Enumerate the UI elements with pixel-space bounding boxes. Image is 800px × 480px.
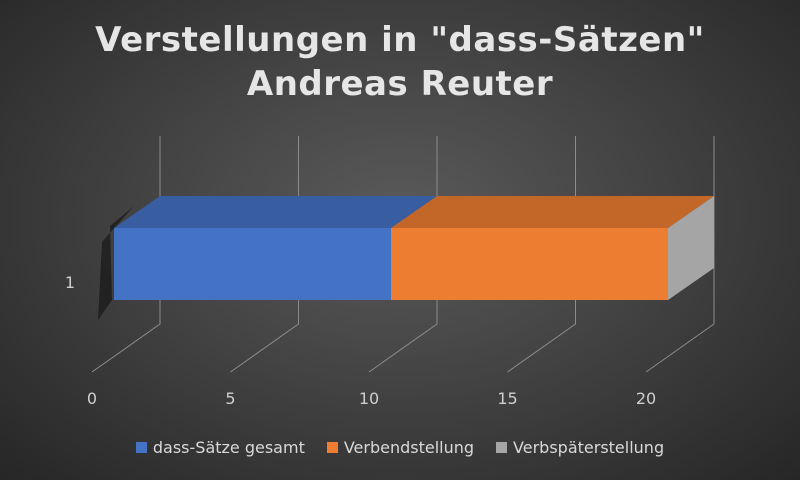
x-tick-label: 15 (497, 389, 517, 408)
legend-item: Verbspäterstellung (496, 438, 664, 457)
bar-dass-s-tze-gesamt (114, 196, 437, 300)
y-axis-ticks: 1 (65, 273, 75, 292)
x-tick-label: 0 (87, 389, 97, 408)
legend-label: Verbspäterstellung (513, 438, 665, 457)
legend-swatch (496, 442, 508, 453)
legend: dass-Sätze gesamt Verbendstellung Verbspät… (0, 438, 800, 457)
legend-item: dass-Sätze gesamt (135, 438, 305, 457)
legend-swatch (326, 442, 338, 453)
bar-front (391, 228, 668, 300)
bar-shadow (98, 206, 134, 320)
chart-plot: 0 5 10 15 20 1 (65, 136, 715, 408)
category-label: 1 (65, 273, 75, 292)
bar-top (114, 196, 437, 228)
bar-verbendstellung (391, 196, 714, 300)
x-tick-label: 20 (636, 389, 656, 408)
legend-swatch (135, 442, 147, 453)
legend-item: Verbendstellung (326, 438, 475, 457)
bar-front (114, 228, 391, 300)
bar-end-cap (668, 196, 714, 300)
bar-series (98, 196, 714, 320)
x-tick-label: 10 (359, 389, 379, 408)
x-tick-label: 5 (225, 389, 235, 408)
legend-label: dass-Sätze gesamt (152, 438, 305, 457)
chart-title-line1: Verstellungen in "dass-Sätzen" (95, 20, 705, 60)
legend-label: Verbendstellung (343, 438, 475, 457)
bar-top (391, 196, 714, 228)
x-axis-ticks: 0 5 10 15 20 (87, 389, 656, 408)
chart-subtitle: Andreas Reuter (246, 64, 554, 104)
chart-title: Verstellungen in "dass-Sätzen" Andreas R… (0, 18, 800, 106)
